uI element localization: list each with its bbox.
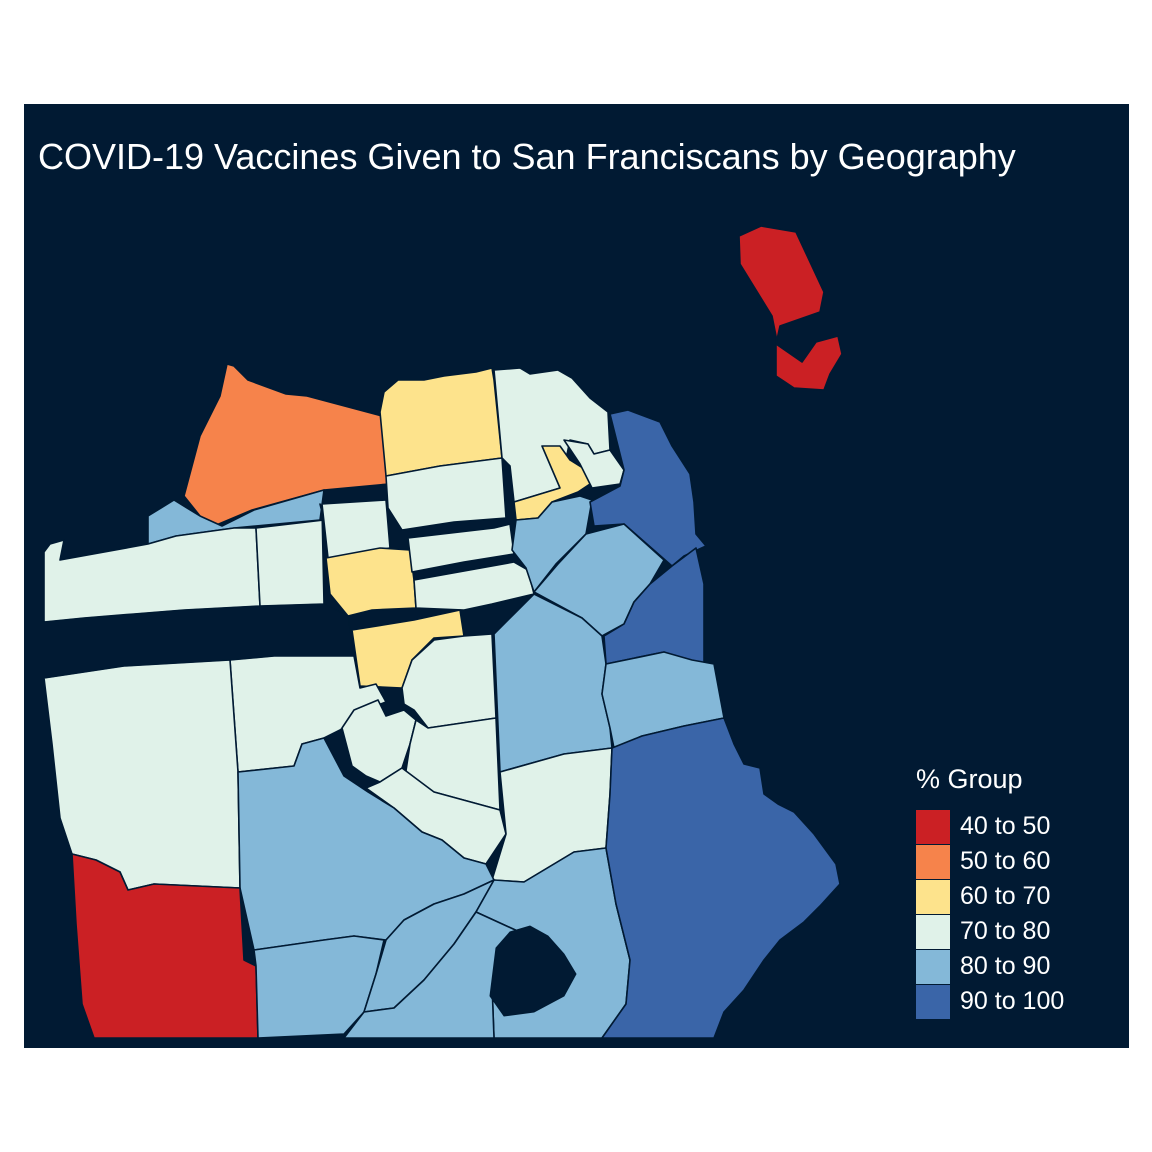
legend: % Group 40 to 50 50 to 60 60 to 70 70 to… (916, 764, 1064, 1019)
region-castro[interactable] (401, 633, 497, 729)
legend-label: 70 to 80 (960, 917, 1051, 945)
region-western-addition[interactable] (407, 523, 515, 573)
legend-swatch (916, 984, 950, 1019)
legend-item: 80 to 90 (916, 949, 1064, 984)
golden-gate-park (43, 603, 355, 679)
choropleth-map (43, 225, 843, 1039)
legend-swatch (916, 914, 950, 949)
legend-label: 50 to 60 (960, 847, 1051, 875)
region-hayes-valley[interactable] (413, 561, 535, 611)
legend-swatch (916, 879, 950, 914)
legend-label: 40 to 50 (960, 812, 1051, 840)
legend-label: 80 to 90 (960, 952, 1051, 980)
legend-label: 60 to 70 (960, 882, 1051, 910)
legend-item: 40 to 50 (916, 809, 1064, 844)
legend-label: 90 to 100 (960, 987, 1065, 1015)
legend-swatch (916, 844, 950, 879)
legend-swatch (916, 949, 950, 984)
legend-swatch (916, 809, 950, 844)
legend-item: 60 to 70 (916, 879, 1064, 914)
region-seacliff[interactable] (71, 853, 259, 1039)
legend-title: % Group (916, 764, 1023, 794)
region-lone-mountain[interactable] (325, 547, 417, 617)
map-panel: COVID-19 Vaccines Given to San Francisca… (24, 104, 1129, 1048)
legend-item: 70 to 80 (916, 914, 1064, 949)
legend-item: 90 to 100 (916, 984, 1064, 1019)
region-treasure-island[interactable] (738, 225, 843, 391)
map-title: COVID-19 Vaccines Given to San Francisca… (38, 136, 1016, 177)
region-pacific-heights[interactable] (385, 457, 507, 531)
park-hole (489, 925, 577, 1017)
region-bayview[interactable] (601, 717, 841, 1039)
legend-item: 50 to 60 (916, 844, 1064, 879)
region-presidio[interactable] (183, 363, 390, 527)
